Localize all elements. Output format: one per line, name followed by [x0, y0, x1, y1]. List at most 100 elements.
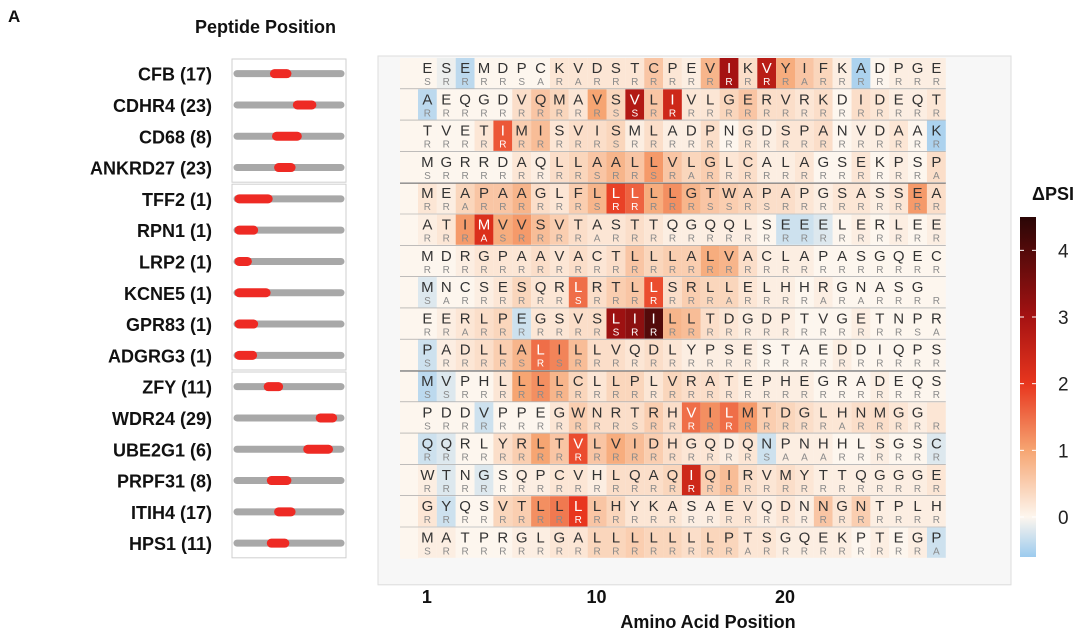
mutation-letter: R [575, 327, 582, 338]
residue-letter: T [724, 373, 733, 390]
residue-letter: G [893, 467, 905, 484]
heatmap-cell [757, 277, 777, 308]
mutation-letter: R [518, 453, 525, 464]
mutation-letter: R [839, 234, 846, 245]
mutation-letter: R [424, 108, 431, 119]
mutation-letter: R [650, 390, 657, 401]
mutation-letter: R [876, 515, 883, 526]
mutation-letter: R [556, 515, 563, 526]
mutation-letter: R [443, 108, 450, 119]
heatmap-cell [663, 120, 682, 151]
mutation-letter: A [443, 296, 450, 307]
heatmap-cell [870, 183, 890, 214]
residue-letter: R [799, 91, 810, 108]
mutation-letter: R [782, 77, 789, 88]
heatmap-cell [926, 496, 946, 527]
residue-letter: R [611, 404, 622, 421]
heatmap-cell [455, 339, 475, 370]
heatmap-cell [757, 339, 777, 370]
mutation-letter: R [763, 171, 770, 182]
residue-letter: A [743, 248, 753, 265]
heatmap-cell [512, 496, 532, 527]
residue-letter: A [460, 185, 470, 202]
residue-letter: S [479, 498, 489, 515]
heatmap-cell [512, 527, 532, 558]
heatmap-cell [606, 89, 626, 120]
mutation-letter: R [462, 265, 469, 276]
residue-letter: S [611, 91, 621, 108]
heatmap-cell [568, 527, 588, 558]
protein-label: RPN1 (1) [137, 221, 212, 241]
heatmap-cell [776, 371, 795, 402]
mutation-letter: R [537, 547, 544, 558]
heatmap-cell [926, 433, 946, 464]
heatmap-cell [889, 433, 909, 464]
residue-letter: G [817, 185, 829, 202]
heatmap-cell [493, 89, 513, 120]
heatmap-cell [625, 183, 645, 214]
heatmap-cell [832, 151, 852, 183]
mutation-letter: R [480, 547, 487, 558]
mutation-letter: S [499, 234, 506, 245]
residue-letter: V [441, 373, 451, 390]
mutation-letter: R [650, 77, 657, 88]
residue-letter: L [744, 217, 752, 234]
heatmap-cell [549, 89, 569, 120]
mutation-letter: R [857, 108, 864, 119]
heatmap-cell [549, 277, 569, 308]
mutation-letter: R [424, 202, 431, 213]
heatmap-cell [738, 120, 758, 151]
mutation-letter: R [650, 108, 657, 119]
mutation-letter: R [895, 140, 902, 151]
heatmap-cell [606, 214, 626, 245]
heatmap-cell [776, 89, 795, 120]
residue-letter: G [874, 467, 886, 484]
residue-letter: G [685, 217, 697, 234]
residue-letter: R [479, 154, 490, 171]
mutation-letter: R [763, 234, 770, 245]
residue-letter: G [478, 467, 490, 484]
mutation-letter: R [575, 265, 582, 276]
residue-letter: L [649, 373, 657, 390]
mutation-letter: R [480, 171, 487, 182]
residue-letter: D [724, 436, 735, 453]
mutation-letter: R [612, 265, 619, 276]
residue-letter: T [630, 60, 639, 77]
residue-letter: V [517, 91, 527, 108]
residue-letter: L [781, 154, 789, 171]
heatmap-cell [738, 339, 758, 370]
mutation-letter: R [631, 265, 638, 276]
residue-letter: E [743, 91, 753, 108]
mutation-letter: R [518, 515, 525, 526]
heatmap-cell [493, 277, 513, 308]
heatmap-cell [474, 402, 494, 433]
residue-letter: H [667, 404, 678, 421]
residue-letter: I [802, 60, 806, 77]
mutation-letter: R [895, 359, 902, 370]
mutation-letter: R [518, 234, 525, 245]
mutation-letter: A [820, 453, 827, 464]
heatmap-cell [531, 339, 550, 370]
heatmap-cell [549, 183, 569, 214]
residue-letter: N [799, 498, 810, 515]
mutation-letter: S [556, 359, 563, 370]
heatmap-cell [926, 214, 946, 245]
heatmap-cell [587, 496, 607, 527]
heatmap-cell [889, 308, 909, 339]
heatmap-cell [625, 245, 645, 277]
mutation-letter: R [820, 515, 827, 526]
heatmap-cell [738, 496, 758, 527]
mutation-letter: S [914, 327, 921, 338]
heatmap-cell [700, 308, 720, 339]
mutation-letter: R [876, 421, 883, 432]
residue-letter: R [460, 248, 471, 265]
mutation-letter: R [725, 140, 732, 151]
residue-letter: Y [498, 436, 508, 453]
protein-label: UBE2G1 (6) [113, 440, 212, 460]
heatmap-cell [795, 339, 814, 370]
mutation-letter: R [612, 202, 619, 213]
heatmap-cell [493, 308, 513, 339]
residue-letter: A [799, 342, 809, 359]
residue-letter: Q [667, 217, 679, 234]
mutation-letter: R [820, 327, 827, 338]
